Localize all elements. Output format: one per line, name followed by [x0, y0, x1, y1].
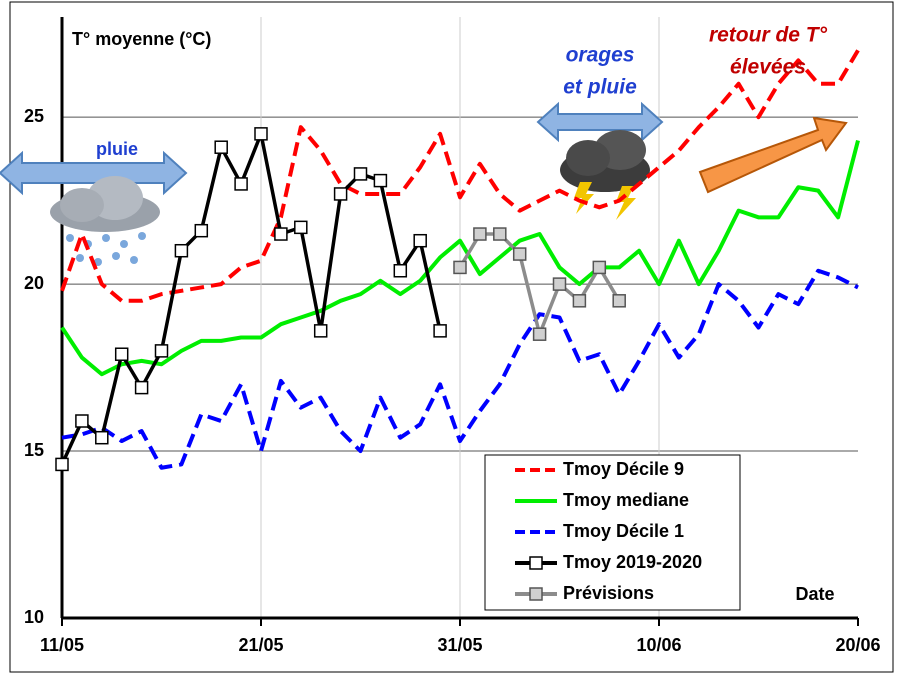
point-marker: [534, 328, 546, 340]
point-marker: [514, 248, 526, 260]
y-axis-label: T° moyenne (°C): [72, 29, 211, 49]
point-marker: [394, 265, 406, 277]
y-tick-label: 25: [24, 106, 44, 126]
point-marker: [374, 175, 386, 187]
point-marker: [414, 235, 426, 247]
annotation: pluie: [96, 139, 138, 159]
point-marker: [136, 382, 148, 394]
point-marker: [275, 228, 287, 240]
legend-label: Prévisions: [563, 583, 654, 603]
point-marker: [235, 178, 247, 190]
point-marker: [255, 128, 267, 140]
point-marker: [474, 228, 486, 240]
point-marker: [554, 278, 566, 290]
x-axis-label: Date: [795, 584, 834, 604]
y-tick-label: 10: [24, 607, 44, 627]
legend-label: Tmoy Décile 9: [563, 459, 684, 479]
chart: 10 15 20 25 11/05 21/05 31/05 10/06 20/06 pluie o…: [0, 0, 903, 675]
point-marker: [335, 188, 347, 200]
point-marker: [613, 295, 625, 307]
point-marker: [355, 168, 367, 180]
point-marker: [96, 432, 108, 444]
point-marker: [116, 348, 128, 360]
annotation: et pluie: [563, 76, 637, 99]
x-tick-label: 11/05: [40, 635, 84, 655]
point-marker: [315, 325, 327, 337]
point-marker: [454, 261, 466, 273]
point-marker: [434, 325, 446, 337]
legend-marker: [530, 557, 542, 569]
point-marker: [215, 141, 227, 153]
legend-label: Tmoy 2019-2020: [563, 552, 702, 572]
point-marker: [195, 225, 207, 237]
point-marker: [494, 228, 506, 240]
legend-label: Tmoy mediane: [563, 490, 689, 510]
annotation: élevées: [730, 56, 806, 79]
x-tick-label: 20/06: [835, 635, 880, 655]
annotation: orages: [566, 44, 635, 67]
x-tick-label: 10/06: [636, 635, 681, 655]
point-marker: [76, 415, 88, 427]
legend-marker: [530, 588, 542, 600]
point-marker: [156, 345, 168, 357]
x-tick-label: 31/05: [437, 635, 482, 655]
legend-label: Tmoy Décile 1: [563, 521, 684, 541]
x-tick-label: 21/05: [238, 635, 283, 655]
frame: [10, 2, 893, 672]
point-marker: [56, 458, 68, 470]
point-marker: [573, 295, 585, 307]
y-tick-label: 20: [24, 273, 44, 293]
point-marker: [295, 221, 307, 233]
point-marker: [175, 245, 187, 257]
annotation: retour de T°: [709, 24, 828, 47]
point-marker: [593, 261, 605, 273]
y-tick-label: 15: [24, 440, 44, 460]
